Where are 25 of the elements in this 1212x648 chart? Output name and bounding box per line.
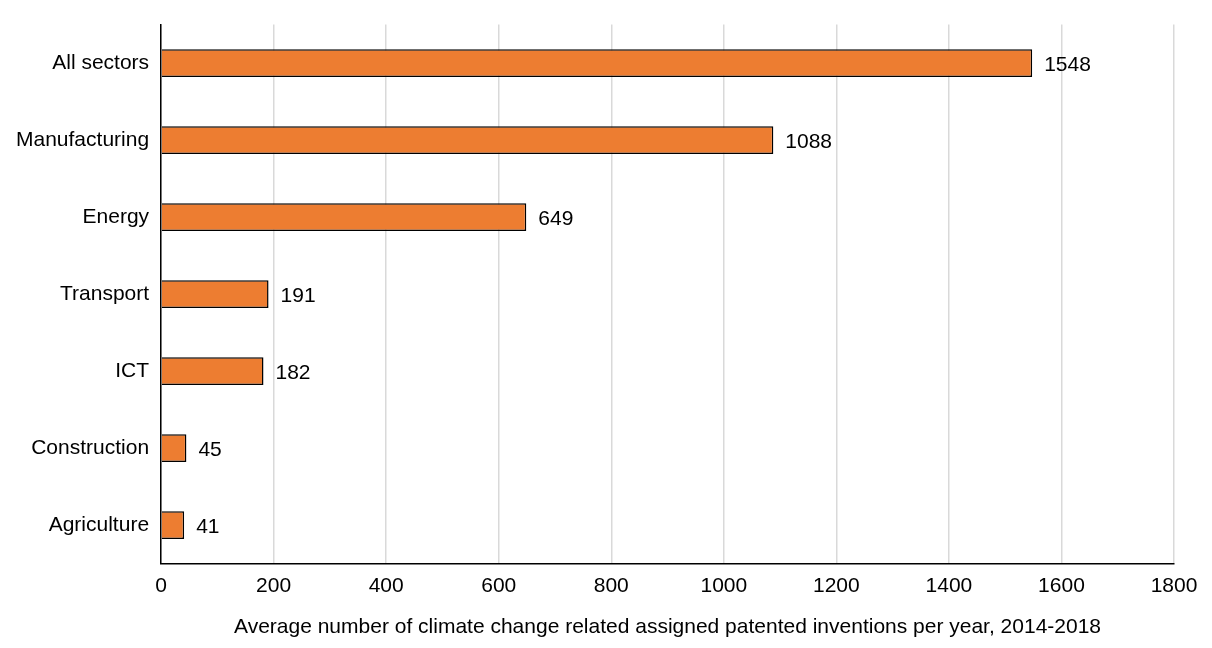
x-tick-label: 1200 [813,573,860,596]
y-tick-label: Construction [31,434,150,458]
x-tick-label: 1000 [700,573,748,596]
data-label: 182 [275,359,311,383]
data-label: 45 [198,436,222,460]
data-label: 41 [196,513,220,537]
y-tick-label: ICT [115,357,150,381]
y-tick-label: Manufacturing [16,126,150,150]
y-tick-label: Energy [82,203,150,227]
data-label: 1088 [785,128,833,152]
y-tick-label: All sectors [52,49,150,73]
x-tick-label: 800 [593,573,629,596]
y-tick-label: Agriculture [48,511,150,535]
y-tick-label: Transport [59,280,150,304]
x-tick-label: 600 [481,573,517,596]
x-tick-label: 400 [368,573,404,596]
data-label: 649 [538,205,574,229]
data-label: 191 [280,282,316,306]
x-tick-label: 1400 [925,573,973,596]
x-tick-label: 1800 [1150,573,1198,596]
x-axis-title: Average number of climate change related assigned patented inventions per year, 2014-2018 [234,614,1102,638]
x-tick-label: 0 [155,573,167,596]
x-tick-label: 200 [256,573,292,596]
x-tick-label: 1600 [1038,573,1085,596]
data-label: 1548 [1044,51,1091,75]
